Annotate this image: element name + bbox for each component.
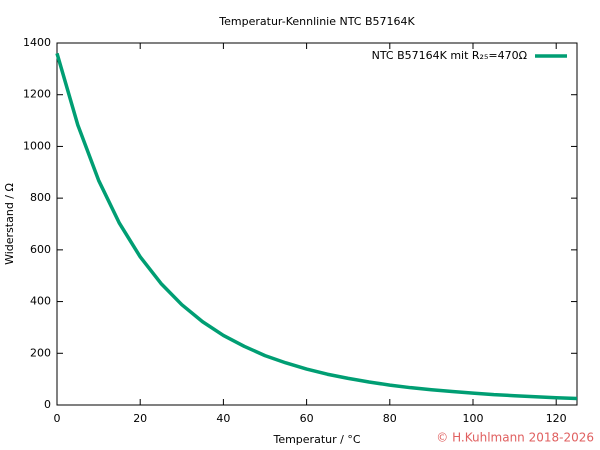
x-tick-label: 40 (216, 412, 230, 425)
y-axis-label: Widerstand / Ω (3, 183, 16, 265)
y-tick-label: 800 (30, 191, 51, 204)
y-tick-label: 400 (30, 295, 51, 308)
y-tick-label: 200 (30, 346, 51, 359)
x-tick-label: 20 (133, 412, 147, 425)
copyright: © H.Kuhlmann 2018-2026 (436, 431, 594, 445)
y-tick-label: 1400 (23, 36, 51, 49)
y-tick-label: 600 (30, 243, 51, 256)
x-tick-label: 80 (383, 412, 397, 425)
chart-title: Temperatur-Kennlinie NTC B57164K (218, 15, 415, 28)
x-axis-label: Temperatur / °C (272, 433, 360, 446)
y-tick-label: 1200 (23, 88, 51, 101)
x-tick-label: 120 (546, 412, 567, 425)
line (55, 52, 578, 401)
plot-border (56, 42, 578, 406)
x-tick-label: 0 (54, 412, 61, 425)
x-tick-label: 60 (300, 412, 314, 425)
x-tick-label: 100 (463, 412, 484, 425)
y-tick-label: 0 (44, 398, 51, 411)
legend-label: NTC B57164K mit R₂₅=470Ω (372, 49, 527, 62)
y-tick-label: 1000 (23, 139, 51, 152)
